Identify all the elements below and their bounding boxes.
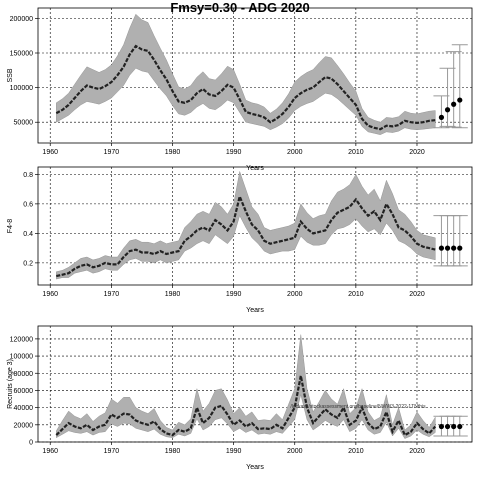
y-tick-label: 20000	[14, 422, 34, 429]
plot-frame	[37, 166, 473, 286]
projection-point	[444, 423, 451, 430]
x-tick-label: 2020	[409, 291, 425, 298]
fbar-panel: 1960 1970 1980 1990 2000 2010 2020 0.2 0.4 0.6 0.8…	[7, 166, 473, 314]
y-tick-label: 150000	[10, 51, 33, 58]
x-tick-label: 1990	[226, 448, 242, 455]
estimate-line	[55, 44, 436, 131]
y-tick-label: 0.6	[23, 201, 33, 208]
x-tick-label: 2000	[287, 448, 303, 455]
x-tick-label: 1990	[226, 149, 242, 156]
x-tick-label: 1990	[226, 291, 242, 298]
x-tick-label: 2010	[348, 448, 364, 455]
projection-point	[457, 245, 463, 251]
y-tick-label: 80000	[14, 371, 34, 378]
x-tick-label: 1970	[104, 448, 120, 455]
x-tick-label: 1960	[42, 291, 58, 298]
y-tick-label: 0	[29, 440, 33, 447]
file-path-note: /lockass/stockassessment.org/baseline/NW…	[290, 404, 426, 410]
x-tick-label: 1960	[42, 448, 58, 455]
x-tick-label: 1970	[104, 291, 120, 298]
x-tick-label: 1980	[165, 291, 181, 298]
y-tick-label: 200000	[10, 16, 33, 23]
recruits-panel: 1960 1970 1980 1990 2000 2010 2020 0 20000 40000 6…	[7, 325, 473, 471]
projection-point	[444, 245, 451, 251]
projection-point	[451, 423, 457, 430]
x-tick-label: 1980	[165, 149, 181, 156]
y-tick-label: 40000	[14, 405, 34, 412]
y-tick-label: 0.4	[23, 231, 33, 238]
y-tick-label: 0.8	[23, 172, 33, 179]
y-tick-label: 50000	[14, 120, 34, 127]
x-tick-label: 1970	[104, 149, 120, 156]
estimate-line	[56, 192, 436, 278]
y-tick-label: 0.2	[23, 260, 33, 267]
x-axis-label: Years	[246, 307, 264, 314]
projection-point	[438, 423, 445, 430]
x-tick-label: 2020	[409, 149, 425, 156]
projection-point	[444, 107, 451, 113]
x-tick-label: 2020	[409, 448, 425, 455]
y-tick-label: 120000	[10, 336, 33, 343]
projection-point	[457, 423, 463, 430]
x-tick-label: 2010	[348, 291, 364, 298]
projection-point	[438, 245, 445, 251]
x-tick-label: 2010	[348, 149, 364, 156]
x-axis-label: Years	[246, 165, 264, 172]
y-tick-label: 100000	[10, 85, 33, 92]
x-tick-label: 2000	[287, 291, 303, 298]
y-tick-label: 60000	[14, 388, 34, 395]
projection-point	[438, 114, 445, 120]
x-tick-label: 1980	[165, 448, 181, 455]
y-tick-label: 100000	[10, 354, 33, 361]
projection-point	[451, 245, 457, 251]
figure-title: Fmsy=0.30 - ADG 2020	[170, 0, 309, 15]
projection-point	[457, 97, 463, 103]
ssb-panel: 1960 1970 1980 1990 2000 2010 2020 50000 100000 1…	[7, 7, 473, 172]
projection-point	[451, 101, 457, 107]
x-axis-label: Years	[246, 464, 264, 471]
y-axis-label: Recruits (age 3)	[7, 359, 14, 409]
y-axis-label: F4-8	[7, 219, 14, 234]
plot-frame	[37, 7, 473, 144]
x-tick-label: 1960	[42, 149, 58, 156]
y-axis-label: SSB	[7, 68, 14, 82]
estimate-line	[55, 375, 437, 437]
x-tick-label: 2000	[287, 149, 303, 156]
plot-frame	[37, 325, 473, 443]
confidence-band	[56, 334, 436, 439]
